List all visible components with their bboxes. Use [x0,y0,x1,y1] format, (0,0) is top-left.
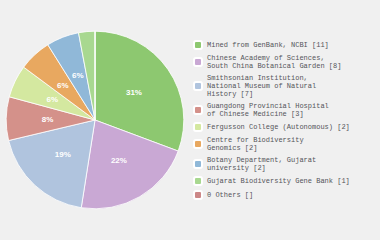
svg-text:6%: 6% [72,71,84,80]
svg-text:Botany Department, Gujarat: Botany Department, Gujarat [207,156,316,164]
svg-text:of Chinese Medicine [3]: of Chinese Medicine [3] [207,110,304,118]
svg-text:Fergusson College (Autonomous): Fergusson College (Autonomous) [2] [207,123,350,131]
svg-text:19%: 19% [55,150,71,159]
svg-text:Genomics [2]: Genomics [2] [207,144,257,152]
svg-text:6%: 6% [47,95,59,104]
svg-text:Mined from GenBank, NCBI [11]: Mined from GenBank, NCBI [11] [207,41,329,49]
svg-text:22%: 22% [111,156,127,165]
svg-text:6%: 6% [57,81,69,90]
svg-text:History [7]: History [7] [207,90,253,98]
svg-text:0 Others []: 0 Others [] [207,191,253,199]
svg-text:South China Botanical Garden [: South China Botanical Garden [8] [207,62,341,70]
svg-text:31%: 31% [126,88,142,97]
svg-text:Chinese Academy of Sciences,: Chinese Academy of Sciences, [207,54,325,62]
svg-text:university [2]: university [2] [207,164,266,172]
svg-text:Gujarat Biodiversity Gene Bank: Gujarat Biodiversity Gene Bank [1] [207,177,350,185]
svg-text:8%: 8% [42,115,54,124]
svg-text:Guangdong Provincial Hospital: Guangdong Provincial Hospital [207,102,329,110]
svg-text:Smithsonian Institution,: Smithsonian Institution, [207,74,308,82]
svg-text:National Museum of Natural: National Museum of Natural [207,82,316,90]
svg-text:Centre for Biodiversity: Centre for Biodiversity [207,136,304,144]
